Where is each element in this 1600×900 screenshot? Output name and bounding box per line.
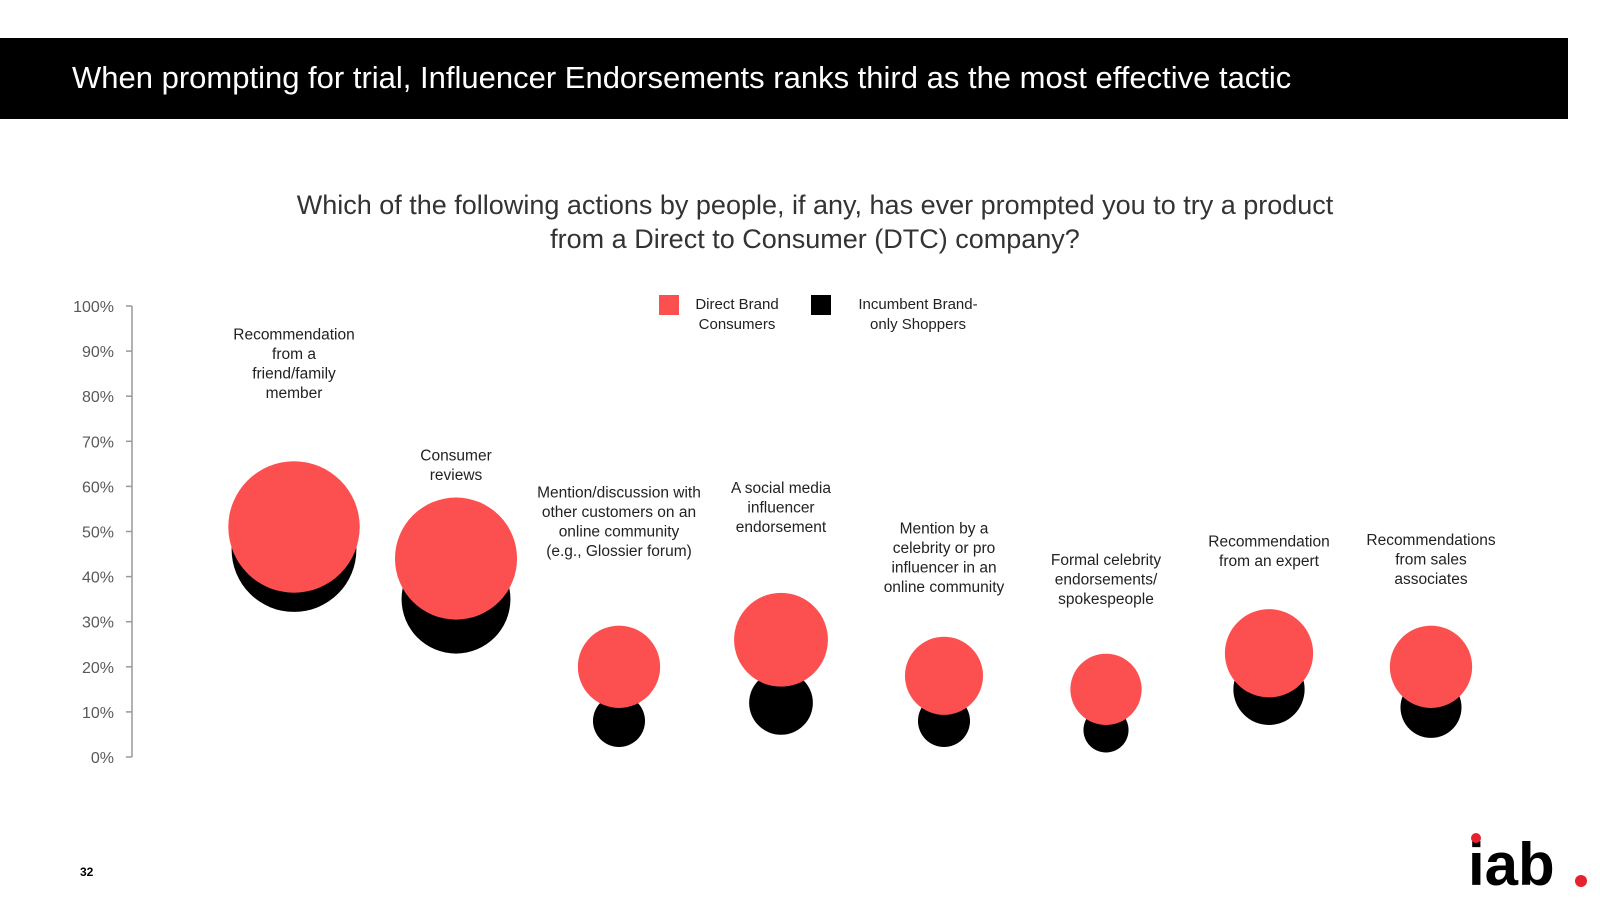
category-label-line: Formal celebrity [1051,552,1161,569]
bubble-direct [904,636,984,715]
legend-label-direct: Direct Brand Consumers [687,295,787,335]
bubble-direct [1070,653,1142,725]
legend-direct-line-2: Consumers [698,316,776,333]
y-tick-label: 20% [82,660,114,677]
legend-direct-line-1: Direct Brand [695,296,779,313]
y-tick-label: 0% [91,750,114,767]
legend-incumbent-line-1: Incumbent Brand- [858,296,978,313]
category-label-line: associates [1394,571,1467,588]
category-label-line: Recommendations [1366,532,1495,549]
category-label-line: Mention by a [900,521,989,538]
category-label: Mention/discussion with other customers o… [537,485,701,561]
category-label-line: other customers on an [542,504,696,521]
category-label-line: from sales [1395,552,1467,569]
bubble-direct [228,461,360,593]
category-label-line: online community [884,579,1005,596]
legend-incumbent-line-2: only Shoppers [870,316,966,333]
y-tick-label: 100% [73,299,114,316]
category-label-line: endorsements/ [1055,572,1158,589]
y-tick-label: 30% [82,615,114,632]
bubble-incumbent [592,694,646,747]
bubble-direct [394,497,518,620]
category-label: Recommendations from sales associates [1366,532,1495,588]
page-number: 32 [80,865,94,879]
legend-label-incumbent: Incumbent Brand- only Shoppers [843,295,993,335]
category-label-line: member [266,385,323,402]
bubble-incumbent [749,671,813,735]
iab-logo: iab [1468,831,1587,890]
category-label-line: (e.g., Glossier forum) [546,543,692,560]
category-label: Mention by a celebrity or pro influencer i… [884,521,1005,597]
question-line-2: from a Direct to Consumer (DTC) company? [550,224,1080,254]
category-label-line: friend/family [252,366,336,383]
category-label: Formal celebrity endorsements/spokespeopl… [1051,552,1161,608]
category-label-line: Recommendation [1208,534,1329,551]
category-label-line: influencer [747,500,814,517]
iab-logo-dot [1575,875,1587,887]
y-tick-label: 40% [82,570,114,587]
question-line-1: Which of the following actions by people… [296,190,1334,220]
title-banner [0,38,1568,119]
category-label: Recommendation from a friend/family member [233,327,354,403]
category-label-line: from an expert [1219,553,1320,570]
y-tick-label: 70% [82,434,114,451]
legend-swatch-direct [659,295,679,315]
category-label-line: reviews [430,467,483,484]
bubble-direct [734,592,828,687]
category-label-line: Mention/discussion with [537,485,701,502]
category-label: Consumer reviews [420,448,492,485]
bubble-direct [577,625,661,708]
y-tick-label: 80% [82,389,114,406]
iab-logo-text: iab [1468,831,1555,890]
y-tick-label: 60% [82,479,114,496]
legend-swatch-incumbent [811,295,831,315]
category-label-line: celebrity or pro [893,540,996,557]
category-label-line: spokespeople [1058,591,1154,608]
chart-question: Which of the following actions by people… [200,188,1430,256]
iab-logo-i-dot [1471,833,1481,843]
category-label-line: online community [559,524,680,541]
category-label-line: Recommendation [233,327,354,344]
y-tick-label: 10% [82,705,114,722]
bubble-direct [1389,625,1473,708]
category-label-line: endorsement [736,519,827,536]
y-tick-label: 90% [82,344,114,361]
category-label-line: A social media [731,480,831,497]
slide-title: When prompting for trial, Influencer End… [72,60,1292,95]
category-label: A social media influencer endorsement [731,480,831,536]
y-tick-label: 50% [82,525,114,542]
category-label-line: from a [272,346,316,363]
category-label-line: influencer in an [891,560,996,577]
bubble-direct [1224,609,1314,698]
category-label-line: Consumer [420,448,492,465]
category-label: Recommendation from an expert [1208,534,1329,571]
